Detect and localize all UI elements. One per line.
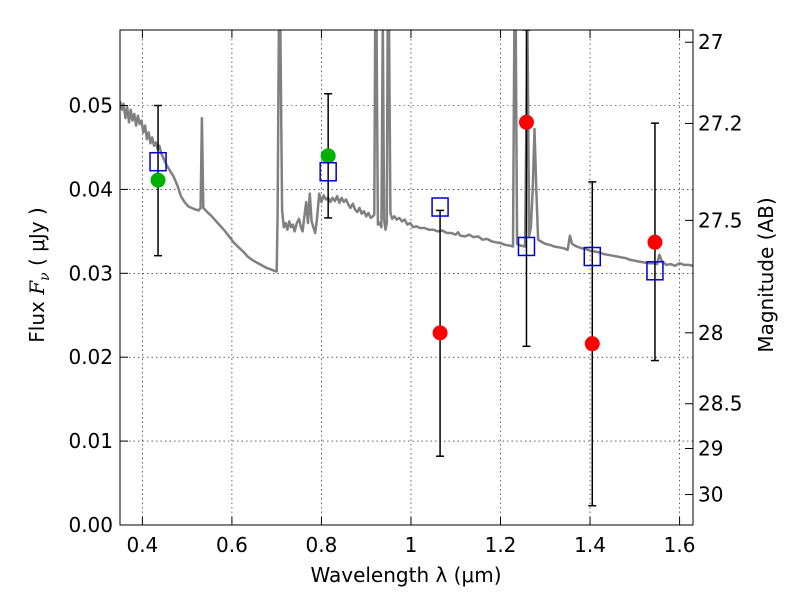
model-photometry-square [517, 236, 536, 257]
green-data-point [150, 172, 166, 188]
magnitude-tick-label: 30 [698, 483, 723, 507]
x-tick-label: 1.6 [664, 533, 696, 557]
y-axis-label-suffix: ( μJy ) [25, 207, 49, 272]
plot-frame [119, 29, 694, 526]
plot-area [120, 30, 693, 507]
model-spectrum-line [120, 30, 693, 273]
model-photometry-square [149, 151, 167, 172]
y-tick-label: 0.02 [68, 345, 113, 369]
magnitude-tick-label: 28 [698, 321, 723, 345]
x-tick-label: 1.4 [574, 533, 606, 557]
model-photometry-square [431, 197, 449, 217]
red-data-point [584, 336, 600, 352]
magnitude-tick-label: 29 [698, 436, 723, 460]
y-axis-label: Flux Fν ( μJy ) [25, 207, 53, 342]
y-axis-label-prefix: Flux [25, 295, 49, 343]
y-axis-label-subscript: ν [37, 272, 53, 281]
x-tick-label: 0.8 [306, 533, 338, 557]
right-y-axis-label: Magnitude (AB) [754, 197, 778, 352]
axis-ticks: 0.4 0.6 0.8 1 1.2 1.4 1.6 0.00 0.01 0.02 0.03 0.04 0… [68, 30, 743, 557]
x-axis-label: Wavelength λ (μm) [310, 563, 501, 587]
x-tick-label: 1.2 [485, 533, 517, 557]
magnitude-tick-label: 27.5 [698, 208, 743, 232]
model-photometry-square [319, 162, 337, 182]
magnitude-tick-label: 27 [698, 30, 723, 54]
grid [120, 30, 693, 526]
x-tick-label: 0.6 [216, 533, 248, 557]
y-axis-label-symbol: F [25, 280, 49, 296]
model-photometry-square [646, 261, 664, 281]
x-tick-label: 0.4 [126, 533, 158, 557]
green-data-point [320, 148, 336, 164]
red-data-point [647, 234, 663, 250]
y-tick-label: 0.01 [68, 429, 113, 453]
y-tick-label: 0.04 [68, 177, 113, 201]
y-tick-label: 0.03 [68, 261, 113, 285]
x-tick-label: 1 [405, 533, 418, 557]
red-data-point [518, 114, 534, 130]
model-photometry-square [583, 246, 602, 267]
red-data-point [432, 325, 448, 341]
y-tick-label: 0.05 [68, 94, 113, 118]
magnitude-tick-label: 27.2 [698, 111, 743, 135]
y-tick-label: 0.00 [68, 513, 113, 537]
magnitude-tick-label: 28.5 [698, 392, 743, 416]
